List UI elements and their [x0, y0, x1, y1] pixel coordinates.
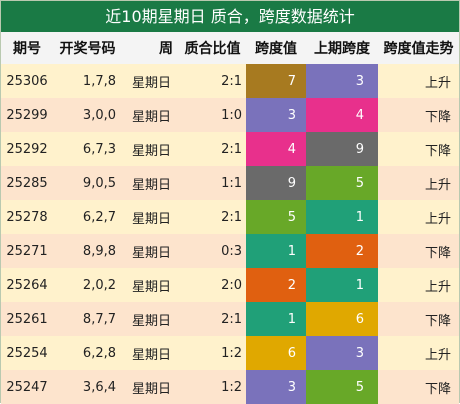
- span-cell: 6: [246, 336, 306, 370]
- issue-cell: 25264: [6, 277, 48, 293]
- ratio-cell: 2:1: [221, 311, 242, 327]
- header-issue: 期号: [13, 41, 41, 57]
- numbers-cell: 2,0,2: [82, 277, 116, 293]
- table-row: 25299 3,0,0 星期日 1:0 3 4 下降: [1, 98, 459, 132]
- span-cell: 7: [246, 64, 306, 98]
- issue-cell: 25261: [6, 311, 48, 327]
- issue-cell: 25299: [6, 107, 48, 123]
- week-cell: 星期日: [132, 75, 172, 91]
- ratio-cell: 1:1: [221, 175, 242, 191]
- issue-cell: 25254: [6, 345, 48, 361]
- week-cell: 星期日: [132, 245, 172, 261]
- week-cell: 星期日: [132, 347, 172, 363]
- issue-cell: 25306: [6, 73, 48, 89]
- numbers-cell: 1,7,8: [82, 73, 116, 89]
- numbers-cell: 3,6,4: [82, 379, 116, 395]
- week-cell: 星期日: [132, 177, 172, 193]
- ratio-cell: 2:0: [221, 277, 242, 293]
- header-prev-span: 上期跨度: [314, 41, 370, 57]
- trend-cell: 下降: [424, 143, 451, 159]
- ratio-cell: 2:1: [221, 209, 242, 225]
- span-cell: 3: [246, 98, 306, 132]
- table-row: 25254 6,2,8 星期日 1:2 6 3 上升: [1, 336, 459, 370]
- numbers-cell: 6,7,3: [82, 141, 116, 157]
- numbers-cell: 6,2,8: [82, 345, 116, 361]
- header-trend: 跨度值走势: [383, 41, 454, 57]
- numbers-cell: 8,7,7: [82, 311, 116, 327]
- prev-span-cell: 5: [306, 166, 378, 200]
- numbers-cell: 9,0,5: [82, 175, 116, 191]
- issue-cell: 25278: [6, 209, 48, 225]
- prev-span-cell: 1: [306, 200, 378, 234]
- trend-cell: 上升: [424, 347, 451, 363]
- trend-cell: 上升: [424, 177, 451, 193]
- table-row: 25271 8,9,8 星期日 0:3 1 2 下降: [1, 234, 459, 268]
- header-span: 跨度值: [255, 41, 297, 57]
- table-body: 25306 1,7,8 星期日 2:1 7 3 上升 25299 3,0,0 星期日 1:0 3 4 下降…: [1, 64, 459, 404]
- trend-cell: 下降: [424, 245, 451, 261]
- span-cell: 4: [246, 132, 306, 166]
- trend-cell: 上升: [424, 211, 451, 227]
- ratio-cell: 0:3: [221, 243, 242, 259]
- issue-cell: 25292: [6, 141, 48, 157]
- prev-span-cell: 6: [306, 302, 378, 336]
- numbers-cell: 6,2,7: [82, 209, 116, 225]
- prev-span-cell: 2: [306, 234, 378, 268]
- issue-cell: 25247: [6, 379, 48, 395]
- header-numbers: 开奖号码: [59, 41, 116, 57]
- trend-cell: 上升: [424, 75, 451, 91]
- ratio-cell: 1:2: [221, 345, 242, 361]
- trend-cell: 下降: [424, 109, 451, 125]
- table-row: 25247 3,6,4 星期日 1:2 3 5 下降: [1, 370, 459, 404]
- span-cell: 2: [246, 268, 306, 302]
- table-row: 25292 6,7,3 星期日 2:1 4 9 下降: [1, 132, 459, 166]
- week-cell: 星期日: [132, 143, 172, 159]
- table-row: 25285 9,0,5 星期日 1:1 9 5 上升: [1, 166, 459, 200]
- numbers-cell: 3,0,0: [82, 107, 116, 123]
- week-cell: 星期日: [132, 279, 172, 295]
- header-ratio: 质合比值: [184, 41, 241, 57]
- header-week: 周: [159, 41, 173, 57]
- trend-cell: 下降: [424, 313, 451, 329]
- week-cell: 星期日: [132, 211, 172, 227]
- numbers-cell: 8,9,8: [82, 243, 116, 259]
- table-row: 25264 2,0,2 星期日 2:0 2 1 上升: [1, 268, 459, 302]
- trend-cell: 下降: [424, 381, 451, 397]
- prev-span-cell: 4: [306, 98, 378, 132]
- week-cell: 星期日: [132, 381, 172, 397]
- table-header: 期号 开奖号码 周 质合比值 跨度值 上期跨度 跨度值走势: [1, 32, 459, 64]
- trend-cell: 上升: [424, 279, 451, 295]
- week-cell: 星期日: [132, 109, 172, 125]
- table-title: 近10期星期日 质合，跨度数据统计: [1, 1, 459, 32]
- ratio-cell: 1:2: [221, 379, 242, 395]
- prev-span-cell: 9: [306, 132, 378, 166]
- table-row: 25278 6,2,7 星期日 2:1 5 1 上升: [1, 200, 459, 234]
- span-cell: 9: [246, 166, 306, 200]
- ratio-cell: 2:1: [221, 141, 242, 157]
- ratio-cell: 2:1: [221, 73, 242, 89]
- issue-cell: 25271: [6, 243, 48, 259]
- ratio-cell: 1:0: [221, 107, 242, 123]
- span-cell: 1: [246, 234, 306, 268]
- prev-span-cell: 3: [306, 64, 378, 98]
- week-cell: 星期日: [132, 313, 172, 329]
- table-row: 25306 1,7,8 星期日 2:1 7 3 上升: [1, 64, 459, 98]
- prev-span-cell: 5: [306, 370, 378, 404]
- span-cell: 1: [246, 302, 306, 336]
- issue-cell: 25285: [6, 175, 48, 191]
- prev-span-cell: 3: [306, 336, 378, 370]
- table-row: 25261 8,7,7 星期日 2:1 1 6 下降: [1, 302, 459, 336]
- span-cell: 3: [246, 370, 306, 404]
- span-cell: 5: [246, 200, 306, 234]
- prev-span-cell: 1: [306, 268, 378, 302]
